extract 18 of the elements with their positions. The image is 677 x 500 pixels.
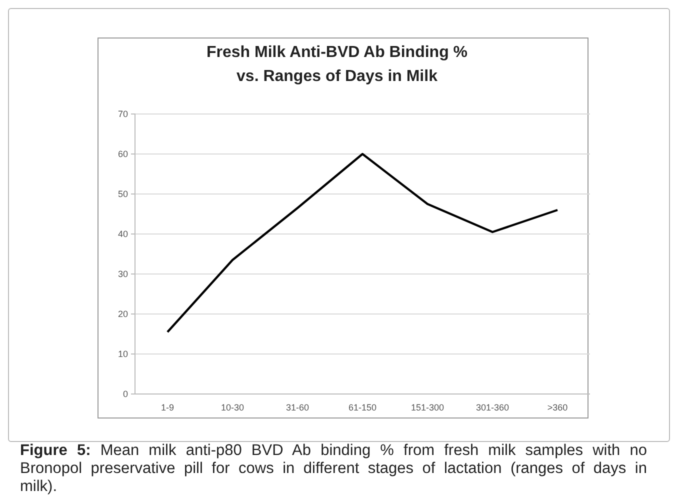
line-series [166, 152, 559, 334]
y-tick-label: 0 [122, 388, 128, 399]
x-tick-label: 301-360 [476, 402, 510, 412]
y-tick-label: 10 [118, 348, 128, 359]
y-tick-label: 20 [118, 308, 128, 319]
y-tick-label: 40 [118, 228, 128, 239]
y-tick-label: 30 [118, 268, 128, 279]
x-tick-label: 151-300 [410, 402, 444, 412]
y-tick-label: 50 [118, 188, 128, 199]
x-tick-label: 10-30 [220, 402, 244, 412]
caption: Figure 5: Mean milk anti-p80 BVD Ab binding % from fresh milk samples with no Bronopol preservative pill for cows in different stages of lactation (ranges of days in milk). [20, 442, 647, 495]
x-tick-label: 31-60 [286, 402, 310, 412]
x-tick-label: 1-9 [160, 402, 174, 412]
x-tick-label: 61-150 [348, 402, 377, 412]
x-tick-label: >360 [547, 402, 568, 412]
chart-title: Fresh Milk Anti-BVD Ab Binding % vs. Ranges of Days in Milk [206, 44, 468, 85]
y-tick-label: 60 [118, 148, 128, 159]
y-tick-label: 70 [118, 108, 128, 119]
